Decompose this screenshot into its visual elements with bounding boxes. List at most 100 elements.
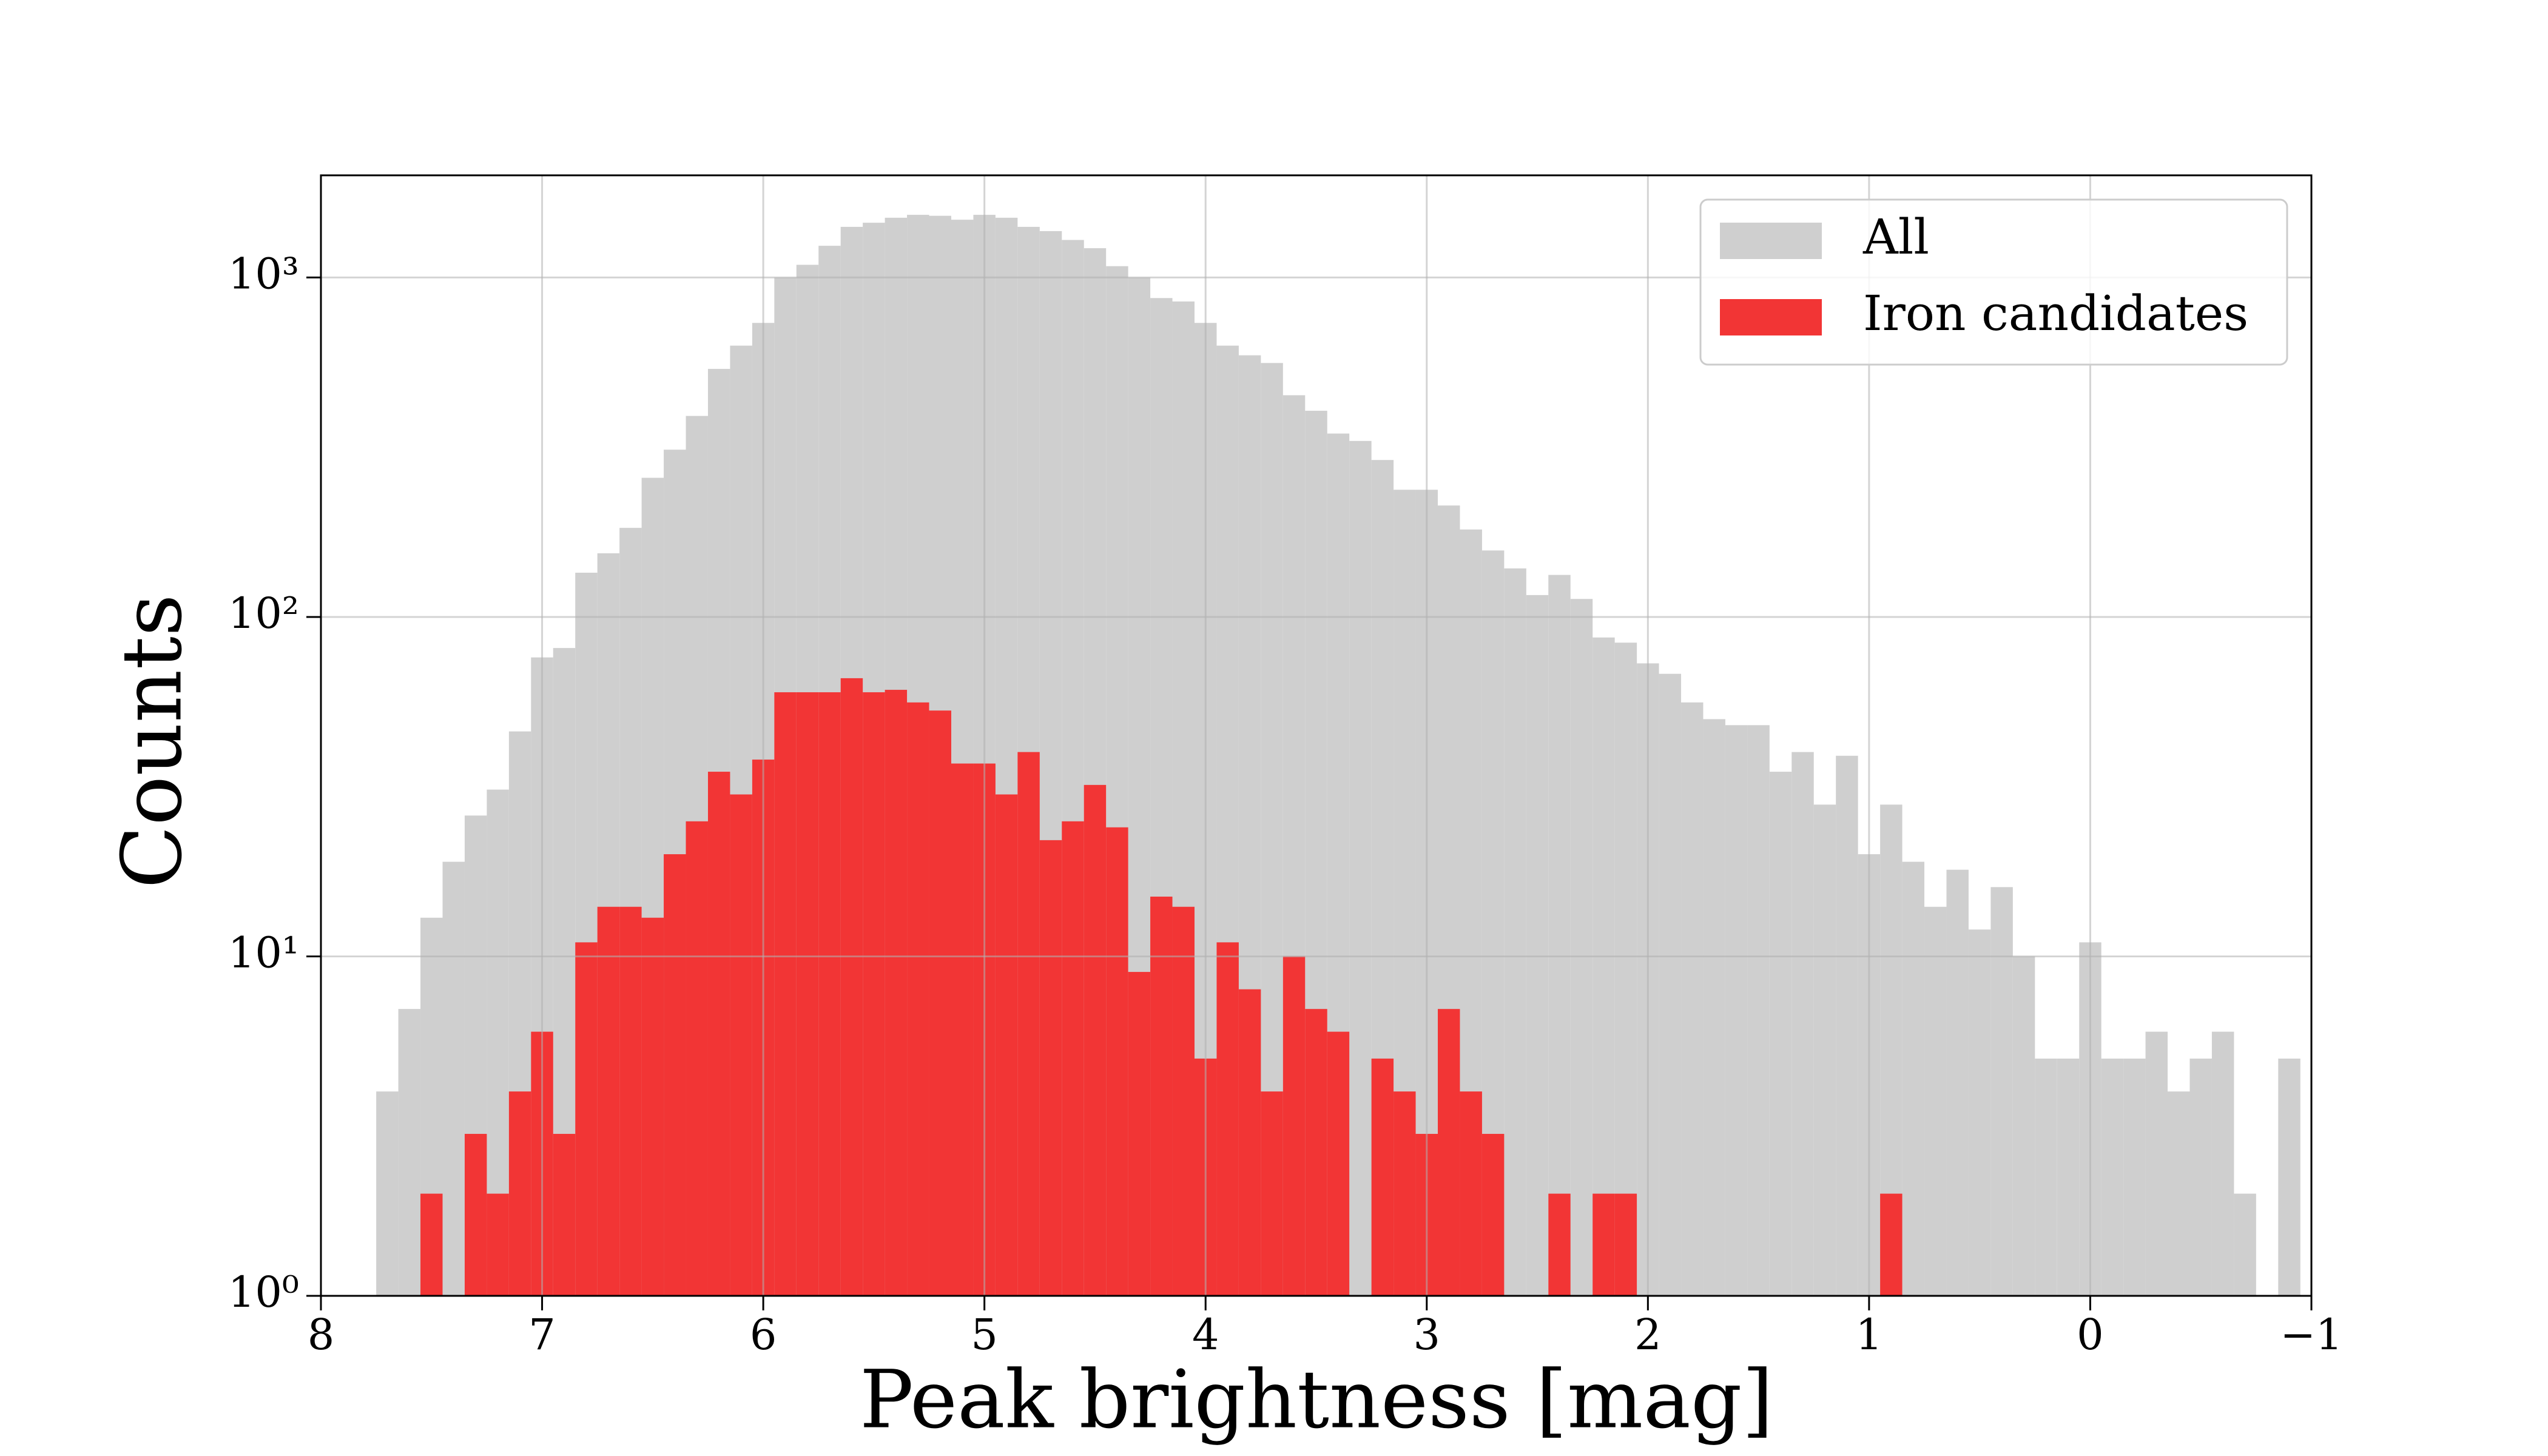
histogram-bar xyxy=(1526,595,1549,1296)
histogram-bar xyxy=(1725,725,1748,1296)
legend-box xyxy=(1699,198,2288,366)
histogram-bar xyxy=(2012,956,2035,1296)
histogram-bar xyxy=(553,1134,576,1296)
histogram-bar xyxy=(951,763,974,1296)
plot-frame xyxy=(320,174,2313,1297)
histogram-bar xyxy=(1614,642,1637,1296)
x-tick-label: 7 xyxy=(528,1310,556,1360)
histogram-bar xyxy=(1614,1193,1637,1296)
histogram-bar xyxy=(1460,1091,1482,1296)
histogram-bar xyxy=(1261,1091,1283,1296)
histogram-bar xyxy=(2035,1058,2057,1296)
histogram-bar xyxy=(508,1091,531,1296)
histogram-bar xyxy=(863,692,885,1296)
histogram-bar xyxy=(1172,906,1195,1296)
histogram-bar xyxy=(1150,896,1173,1296)
histogram-bar xyxy=(1481,1134,1505,1296)
histogram-bar xyxy=(796,692,819,1296)
histogram-bar xyxy=(2211,1031,2234,1296)
histogram-bar xyxy=(2123,1058,2146,1296)
histogram-bar xyxy=(1504,568,1526,1296)
histogram-bar xyxy=(840,678,863,1296)
histogram-bar xyxy=(1681,702,1704,1296)
histogram-bar xyxy=(1570,599,1593,1296)
histogram-bar xyxy=(1791,752,1814,1296)
histogram-bar xyxy=(2101,1058,2124,1296)
histogram-bar xyxy=(1238,989,1261,1296)
histogram-bar xyxy=(2234,1193,2256,1296)
histogram-bar xyxy=(1548,1193,1571,1296)
histogram-bar xyxy=(686,821,708,1296)
histogram-bar xyxy=(487,1193,509,1296)
histogram-bar xyxy=(1946,869,1969,1296)
histogram-bar xyxy=(1592,1193,1615,1296)
histogram-bar xyxy=(619,906,642,1296)
legend-swatch xyxy=(1720,299,1822,335)
histogram-bar xyxy=(464,1134,487,1296)
histogram-bar xyxy=(1880,1193,1903,1296)
histogram-bar xyxy=(2057,1058,2080,1296)
y-tick-label: 10² xyxy=(228,588,299,638)
histogram-bar xyxy=(995,794,1018,1296)
histogram-bar xyxy=(1438,1009,1460,1296)
histogram-bar xyxy=(664,854,686,1296)
y-tick-label: 10³ xyxy=(228,249,299,298)
histogram-bar xyxy=(1990,887,2013,1296)
x-tick-label: −1 xyxy=(2280,1310,2342,1360)
histogram-bar xyxy=(1924,906,1947,1296)
histogram-bar xyxy=(1017,752,1040,1296)
histogram-bar xyxy=(420,1193,443,1296)
x-tick-label: 2 xyxy=(1634,1310,1662,1360)
y-axis-label: Counts xyxy=(105,594,201,889)
legend-swatch xyxy=(1720,223,1822,259)
histogram-bar xyxy=(1371,1058,1394,1296)
histogram-bar xyxy=(1039,840,1062,1296)
x-axis-label: Peak brightness [mag] xyxy=(860,1353,1773,1447)
histogram-bar xyxy=(929,710,951,1296)
histogram-bar xyxy=(1968,929,1991,1296)
histogram-bar xyxy=(885,690,908,1296)
histogram-bar xyxy=(1902,861,1925,1296)
histogram-bar xyxy=(2278,1058,2300,1296)
histogram-bar xyxy=(818,692,841,1296)
histogram-bar xyxy=(1084,784,1107,1296)
histogram-bar xyxy=(2145,1031,2168,1296)
x-tick-label: 3 xyxy=(1414,1310,1441,1360)
x-tick-label: 5 xyxy=(971,1310,998,1360)
histogram-bar xyxy=(1548,575,1571,1296)
histogram-bar xyxy=(1592,637,1615,1296)
y-tick-label: 10⁰ xyxy=(228,1267,299,1317)
x-tick-label: 8 xyxy=(308,1310,335,1360)
histogram-bar xyxy=(398,1009,421,1296)
histogram-bar xyxy=(907,702,929,1296)
x-tick-label: 4 xyxy=(1192,1310,1219,1360)
histogram-bar xyxy=(1327,1031,1350,1296)
histogram-bar xyxy=(1128,972,1151,1296)
x-tick-label: 1 xyxy=(1856,1310,1883,1360)
legend-label: Iron candidates xyxy=(1863,285,2248,342)
histogram-bar xyxy=(376,1091,399,1296)
histogram-bar xyxy=(2168,1091,2190,1296)
y-tick-label: 10¹ xyxy=(228,928,299,977)
x-tick-label: 6 xyxy=(750,1310,777,1360)
histogram-bar xyxy=(575,942,598,1296)
histogram-bar xyxy=(641,917,664,1296)
histogram-bar xyxy=(1349,440,1372,1296)
histogram-bar xyxy=(1216,942,1239,1296)
histogram-bar xyxy=(442,861,465,1296)
x-tick-label: 0 xyxy=(2077,1310,2104,1360)
histogram-bar xyxy=(1836,755,1858,1296)
histogram-bar xyxy=(730,794,752,1296)
histogram-bar xyxy=(1394,1091,1416,1296)
histogram-bar xyxy=(1747,725,1770,1296)
histogram-bar xyxy=(1062,821,1084,1296)
histogram-bar xyxy=(597,906,620,1296)
histogram-bar xyxy=(1703,719,1725,1296)
legend-label: All xyxy=(1862,209,1929,265)
histogram-bar xyxy=(774,692,797,1296)
histogram-bar xyxy=(707,772,730,1296)
histogram-bar xyxy=(1305,1009,1327,1296)
histogram-bar xyxy=(2189,1058,2212,1296)
